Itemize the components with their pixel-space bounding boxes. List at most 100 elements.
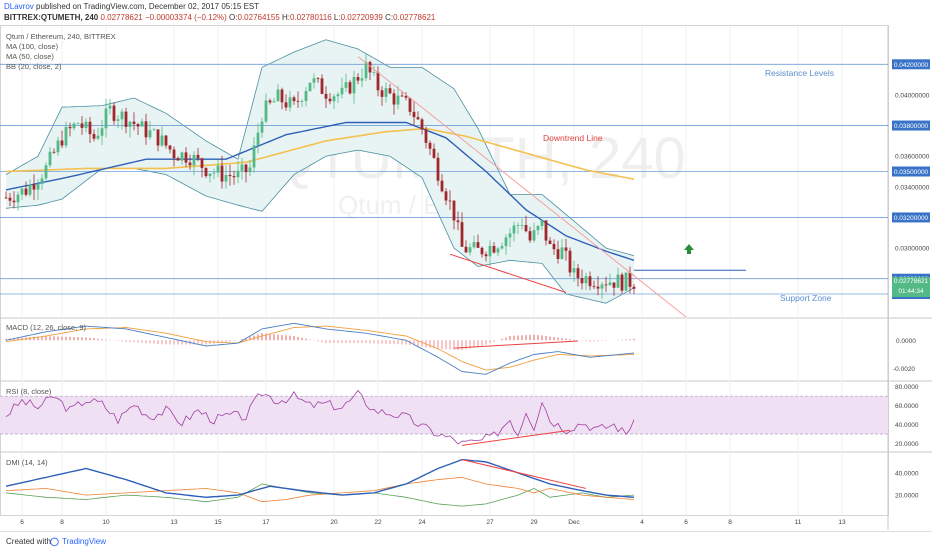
candle-body [324,93,328,99]
publish-line: DLavrov published on TradingView.com, De… [4,2,259,11]
high-label: H: [282,13,290,22]
candle-body [396,95,400,105]
candle-body [56,140,60,153]
x-tick-label: 15 [214,519,222,526]
ma100-line [5,127,635,180]
candle-body [380,90,384,97]
candle-body [32,184,36,190]
candle-body [484,254,488,257]
candle-body [356,77,360,81]
candle-body [616,274,620,288]
candle-body [208,173,212,177]
candle-body [196,154,200,159]
candle-body [456,220,460,223]
macd-label[interactable]: MACD (12, 26, close, 9) [6,323,87,332]
candle-body [364,62,368,79]
open-value: 0.02764155 [237,13,280,22]
x-tick-label: 11 [795,519,802,526]
candle-body [408,97,412,112]
rsi-band [0,396,888,434]
candle-body [328,98,332,102]
candle-body [124,111,128,127]
candle-body [384,88,388,97]
candle-body [132,121,136,125]
x-tick-label: 10 [102,519,110,526]
candle-body [556,249,560,260]
header-price: 0.02778621 [100,13,143,22]
footer-created: Created with [6,537,51,546]
candle-body [276,89,280,102]
candle-body [36,183,40,190]
candle-body [172,149,176,159]
candle-body [572,268,576,273]
candle-body [300,101,304,102]
candle-body [68,126,72,129]
candle-body [412,111,416,118]
candle-body [252,145,256,168]
legend-title: Qtum / Ethereum, 240, BITTREX [6,32,116,41]
rsi-y-tick: 20.0000 [895,441,919,448]
x-tick-label: 29 [530,519,538,526]
candle-body [60,140,64,146]
candle-body [184,152,188,163]
candle-body [496,248,500,253]
candle-body [148,130,152,138]
candle-body [64,126,68,146]
close-label: C: [385,13,394,22]
candle-body [420,119,424,130]
y-tick-label: 0.03600000 [895,154,930,161]
dmi-label[interactable]: DMI (14, 14) [6,458,48,467]
candle-body [352,77,356,94]
dmi-y-tick: 20.0000 [895,493,919,500]
candle-body [164,135,168,146]
candle-body [136,124,140,127]
candle-body [160,135,164,146]
open-label: O: [229,13,238,22]
legend-bb[interactable]: BB (20, close, 2) [6,62,62,71]
low-value: 0.02720939 [340,13,383,22]
candle-body [436,157,440,181]
candle-body [48,151,52,166]
candle-body [92,134,96,139]
candle-body [4,197,8,199]
candle-body [368,62,372,73]
dmi-plus-line [5,483,635,507]
legend-ma100[interactable]: MA (100, close) [6,42,59,51]
candle-body [340,87,344,95]
candle-body [588,276,592,287]
candle-body [516,225,520,227]
candle-body [528,231,532,241]
candle-body [536,226,540,231]
tradingview-logo-icon[interactable]: ◯ [50,537,59,546]
level-tag [892,212,930,223]
candle-body [464,246,468,253]
x-tick-label: 17 [262,519,270,526]
candle-body [260,121,264,133]
candle-body [468,247,472,253]
candle-body [216,165,220,173]
candle-body [304,91,308,102]
candle-body [460,222,464,247]
rsi-label[interactable]: RSI (8, close) [6,387,52,396]
x-tick-label: 13 [170,519,178,526]
candle-body [332,96,336,102]
macd-y-tick: -0.0020 [893,366,915,373]
header-change: −0.00003374 (−0.12%) [144,13,227,22]
x-tick-label: 6 [20,519,24,526]
candle-body [272,101,276,103]
candle-body [576,268,580,278]
candle-body [188,162,192,166]
candle-body [120,111,124,120]
dmi-adx-line [5,458,635,499]
dmi-minus-line [5,476,635,503]
candle-body [256,132,260,146]
candle-body [444,191,448,201]
candle-body [624,272,628,291]
candle-body [244,164,248,173]
candle-body [180,152,184,161]
countdown-tag: 01:44:34 [892,287,930,297]
candle-body [540,220,544,227]
footer-brand[interactable]: TradingView [62,537,107,546]
legend-ma50[interactable]: MA (50, close) [6,52,54,61]
author-link[interactable]: DLavrov [4,2,34,11]
